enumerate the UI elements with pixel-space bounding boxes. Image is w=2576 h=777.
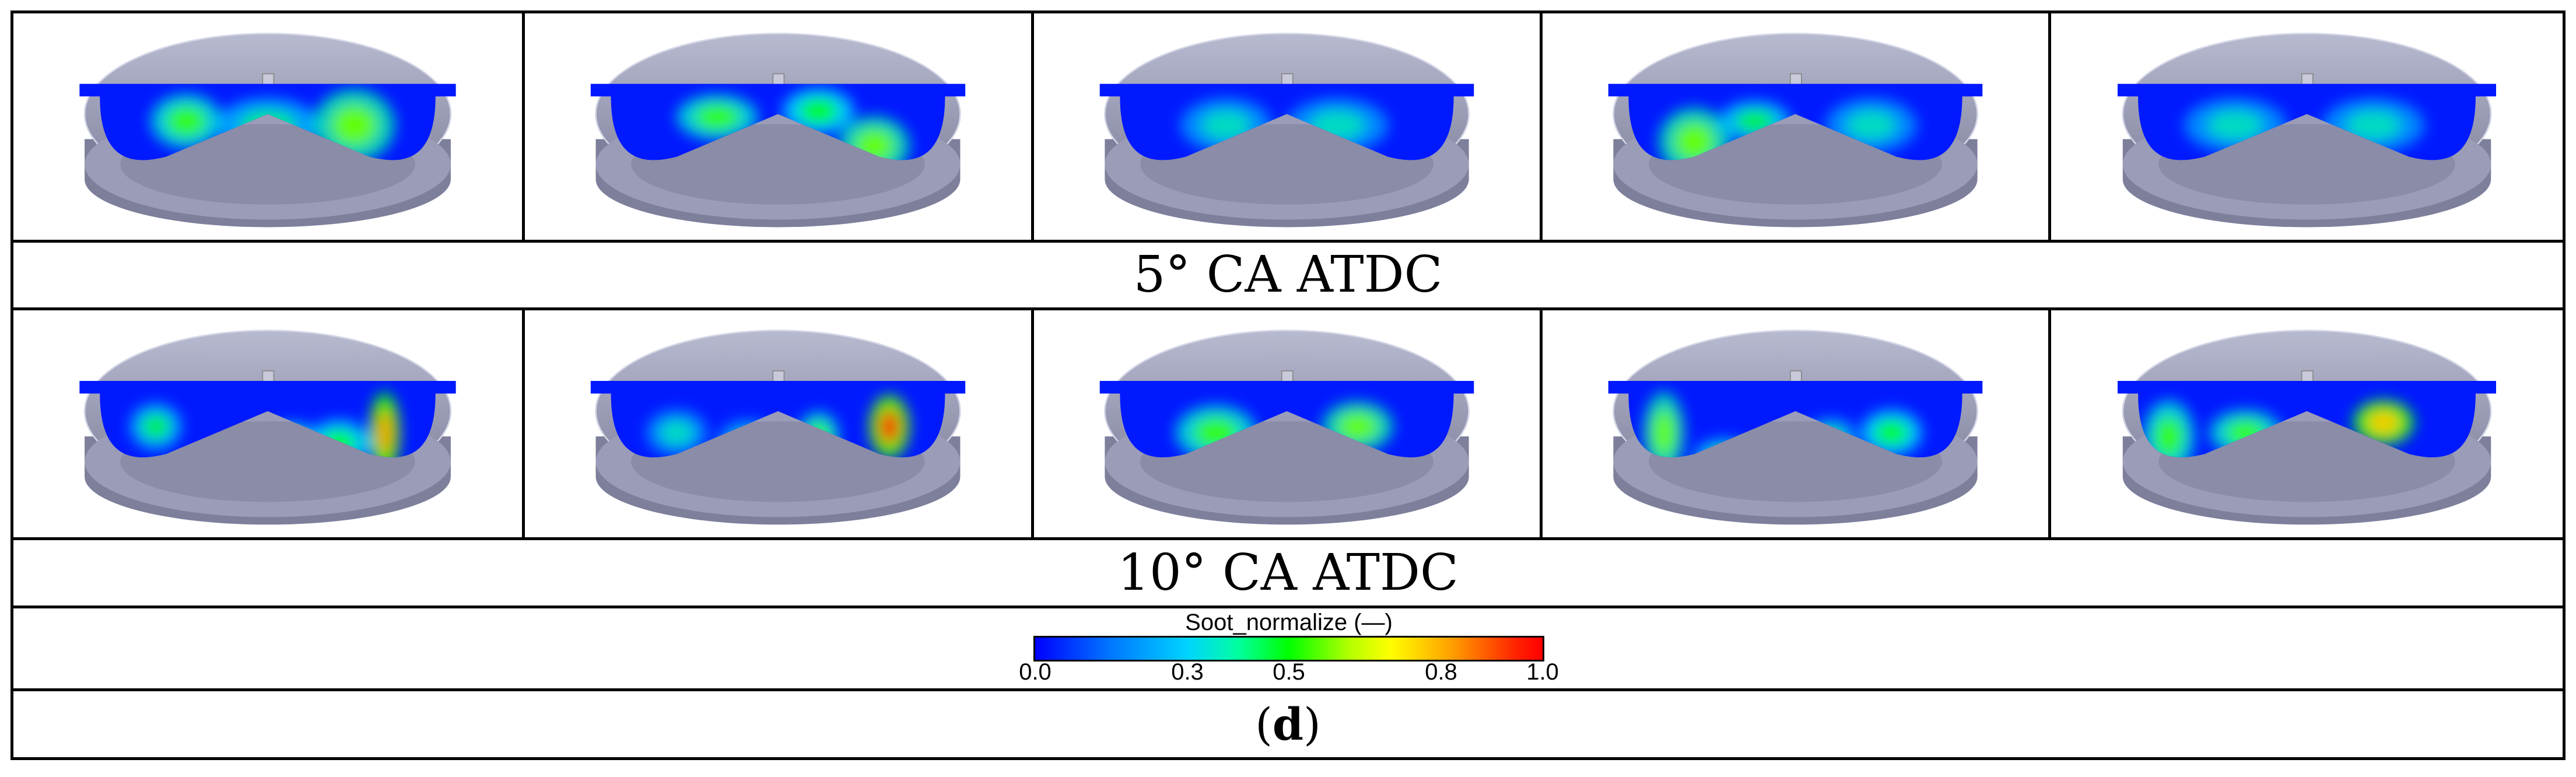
panel-label: (d) bbox=[1255, 698, 1321, 750]
table-divider bbox=[10, 688, 2566, 691]
column-divider bbox=[2048, 307, 2051, 540]
table-border-bottom bbox=[10, 757, 2566, 760]
colorbar-tick-label: 1.0 bbox=[1526, 659, 1559, 685]
colorbar-tick-label: 0.0 bbox=[1019, 659, 1052, 685]
soot-contour-10deg-case-5 bbox=[2051, 310, 2563, 537]
column-divider bbox=[1540, 10, 1543, 243]
table-border-right bbox=[2563, 10, 2566, 760]
table-divider bbox=[10, 307, 2566, 310]
soot-contour-5deg-case-1 bbox=[13, 13, 522, 240]
colorbar bbox=[1033, 636, 1544, 662]
panel-letter: d bbox=[1272, 698, 1304, 750]
colorbar-tick-label: 0.8 bbox=[1425, 659, 1457, 685]
table-border-top bbox=[10, 10, 2566, 13]
column-divider bbox=[522, 307, 525, 540]
soot-contour-10deg-case-1 bbox=[13, 310, 522, 537]
soot-contour-5deg-case-5 bbox=[2051, 13, 2563, 240]
table-divider bbox=[10, 606, 2566, 608]
table-border-left bbox=[10, 10, 13, 760]
row-caption-5deg: 5° CA ATDC bbox=[1133, 246, 1443, 304]
column-divider bbox=[1540, 307, 1543, 540]
soot-contour-5deg-case-3 bbox=[1034, 13, 1540, 240]
column-divider bbox=[522, 10, 525, 243]
soot-contour-10deg-case-2 bbox=[525, 310, 1031, 537]
colorbar-tick-label: 0.3 bbox=[1171, 659, 1204, 685]
column-divider bbox=[2048, 10, 2051, 243]
column-divider bbox=[1031, 10, 1034, 243]
column-divider bbox=[1031, 307, 1034, 540]
row-caption-10deg: 10° CA ATDC bbox=[1117, 544, 1459, 602]
table-divider bbox=[10, 240, 2566, 243]
colorbar-title: Soot_normalize (—) bbox=[1185, 610, 1393, 635]
colorbar-tick-label: 0.5 bbox=[1273, 659, 1305, 685]
soot-contour-10deg-case-3 bbox=[1034, 310, 1540, 537]
soot-contour-10deg-case-4 bbox=[1543, 310, 2048, 537]
soot-contour-5deg-case-4 bbox=[1543, 13, 2048, 240]
table-divider bbox=[10, 537, 2566, 540]
soot-contour-5deg-case-2 bbox=[525, 13, 1031, 240]
